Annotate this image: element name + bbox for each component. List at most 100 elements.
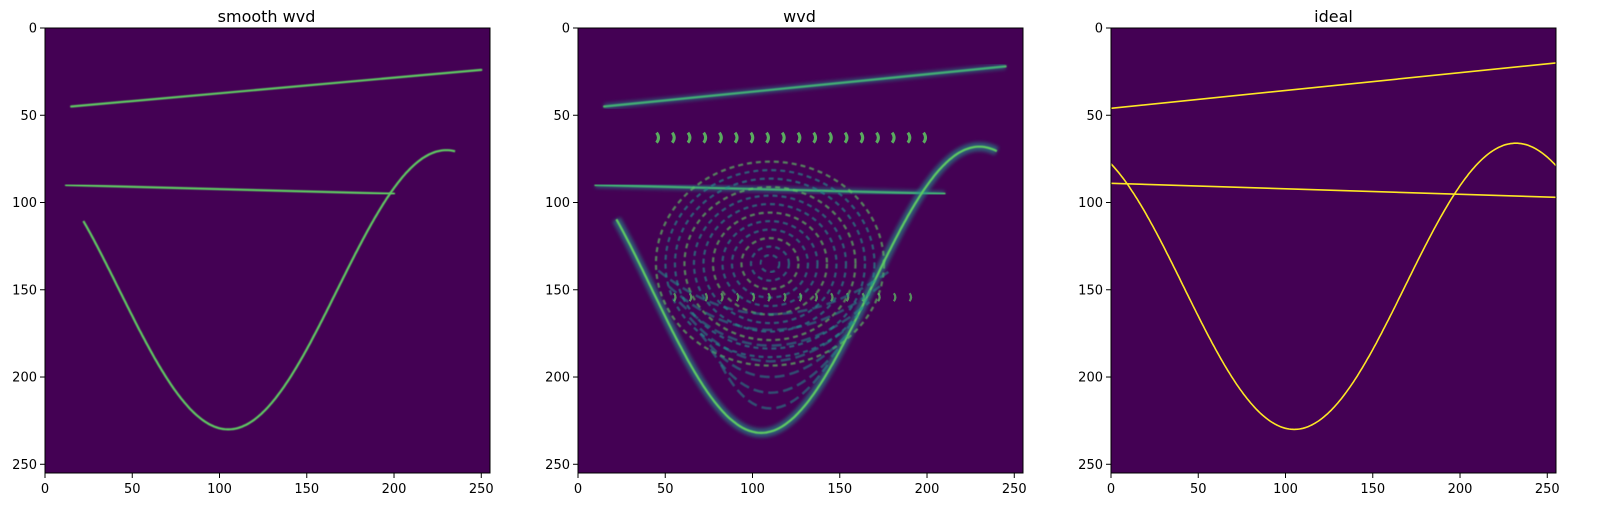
sinusoid-curve xyxy=(82,149,456,431)
x-tick-label: 100 xyxy=(740,482,765,497)
y-tick-label: 150 xyxy=(12,283,37,298)
y-tick-label: 50 xyxy=(553,109,570,124)
x-tick-label: 100 xyxy=(207,482,232,497)
interference-arc xyxy=(906,131,912,144)
panel-title: smooth wvd xyxy=(218,7,316,26)
y-tick-label: 0 xyxy=(562,22,570,37)
x-tick-label: 0 xyxy=(574,482,582,497)
interference-arc xyxy=(875,131,880,144)
x-tick-label: 250 xyxy=(1002,482,1027,497)
interference-arc xyxy=(720,292,724,302)
y-tick-label: 0 xyxy=(1095,22,1103,37)
interference-ring xyxy=(740,236,800,291)
axes-frame xyxy=(44,27,491,474)
interference-lower-arc xyxy=(657,269,892,316)
x-tick-label: 50 xyxy=(124,482,141,497)
y-tick-label: 100 xyxy=(12,196,37,211)
y-tick-label: 150 xyxy=(545,283,570,298)
interference-arc xyxy=(922,131,928,144)
interference-arc xyxy=(890,131,896,144)
y-tick-label: 200 xyxy=(12,371,37,386)
interference-arc xyxy=(735,292,740,302)
interference-arc xyxy=(828,131,833,144)
interference-ring xyxy=(683,185,857,342)
axes-frame xyxy=(1110,27,1557,474)
interference-lower-arc xyxy=(719,364,829,410)
interference-arc xyxy=(814,292,818,302)
y-tick-label: 250 xyxy=(545,458,570,473)
y-tick-label: 100 xyxy=(545,196,570,211)
interference-arc xyxy=(780,131,786,144)
heatmap-marks xyxy=(594,63,1007,438)
interference-arc xyxy=(798,292,803,302)
chirp-line xyxy=(70,68,483,108)
interference-lower-arc xyxy=(709,348,839,394)
axes-frame xyxy=(577,27,1024,474)
interference-arc xyxy=(783,292,787,302)
chirp-line-glow xyxy=(595,182,945,197)
sinusoid-curve xyxy=(1110,142,1557,431)
panel-title: wvd xyxy=(783,7,816,26)
interference-lower-arc xyxy=(688,316,860,363)
interference-arc xyxy=(767,292,771,302)
x-tick-label: 150 xyxy=(827,482,852,497)
interference-arc xyxy=(733,131,739,144)
interference-lower-arc xyxy=(667,285,881,332)
interference-arc xyxy=(688,292,693,302)
axis-ticks: 0 50 100 150 200 250 0 50 100 150 200 250 xyxy=(1078,22,1560,498)
y-tick-label: 100 xyxy=(1078,196,1103,211)
panel-title: ideal xyxy=(1314,7,1353,26)
interference-lower-arc xyxy=(678,301,871,347)
interference-arc xyxy=(655,131,661,144)
interference-arc xyxy=(673,292,677,302)
x-tick-label: 200 xyxy=(915,482,940,497)
y-tick-label: 50 xyxy=(1086,109,1103,124)
interference-arc xyxy=(892,292,897,302)
x-tick-label: 250 xyxy=(1535,482,1560,497)
y-tick-label: 0 xyxy=(29,22,37,37)
interference-ring xyxy=(664,168,876,359)
x-tick-label: 150 xyxy=(1360,482,1385,497)
panel-smooth-wvd: smooth wvd 0 50 100 150 200 250 0 50 100 150 200 25… xyxy=(12,7,494,497)
axis-ticks: 0 50 100 150 200 250 0 50 100 150 200 250 xyxy=(12,22,494,498)
interference-ring xyxy=(721,219,819,308)
interference-arc xyxy=(859,131,865,144)
y-tick-label: 150 xyxy=(1078,283,1103,298)
interference-arc xyxy=(830,292,834,302)
y-tick-label: 250 xyxy=(1078,458,1103,473)
interference-arc xyxy=(702,131,708,144)
panel-ideal: ideal 0 50 100 150 200 250 0 50 100 150 200 250 xyxy=(1078,7,1560,497)
axis-ticks: 0 50 100 150 200 250 0 50 100 150 200 250 xyxy=(545,22,1027,498)
interference-arc xyxy=(749,131,755,144)
interference-arc xyxy=(751,292,756,302)
x-tick-label: 0 xyxy=(41,482,49,497)
interference-arc xyxy=(686,131,692,144)
x-tick-label: 200 xyxy=(1448,482,1473,497)
interference-ring xyxy=(673,177,867,350)
x-tick-label: 250 xyxy=(469,482,494,497)
interference-arc xyxy=(845,292,850,302)
heatmap-marks xyxy=(1110,62,1557,431)
interference-ring xyxy=(749,245,791,282)
y-tick-label: 250 xyxy=(12,458,37,473)
chirp-line xyxy=(1110,62,1557,110)
x-tick-label: 50 xyxy=(657,482,674,497)
chirp-line xyxy=(64,183,396,195)
x-tick-label: 150 xyxy=(294,482,319,497)
y-tick-label: 50 xyxy=(20,109,37,124)
interference-ring xyxy=(692,194,848,333)
interference-arc xyxy=(908,292,913,302)
heatmap-background xyxy=(1111,28,1556,473)
x-tick-label: 50 xyxy=(1190,482,1207,497)
interference-arc xyxy=(877,292,881,302)
y-tick-label: 200 xyxy=(545,371,570,386)
interference-ring xyxy=(654,160,886,367)
interference-arc xyxy=(796,131,802,144)
interference-arc xyxy=(704,292,708,302)
y-tick-label: 200 xyxy=(1078,371,1103,386)
sinusoid-curve xyxy=(615,145,998,435)
interference-lower-arc xyxy=(699,332,850,379)
interference-arc xyxy=(671,131,676,144)
chirp-line xyxy=(1110,182,1557,199)
